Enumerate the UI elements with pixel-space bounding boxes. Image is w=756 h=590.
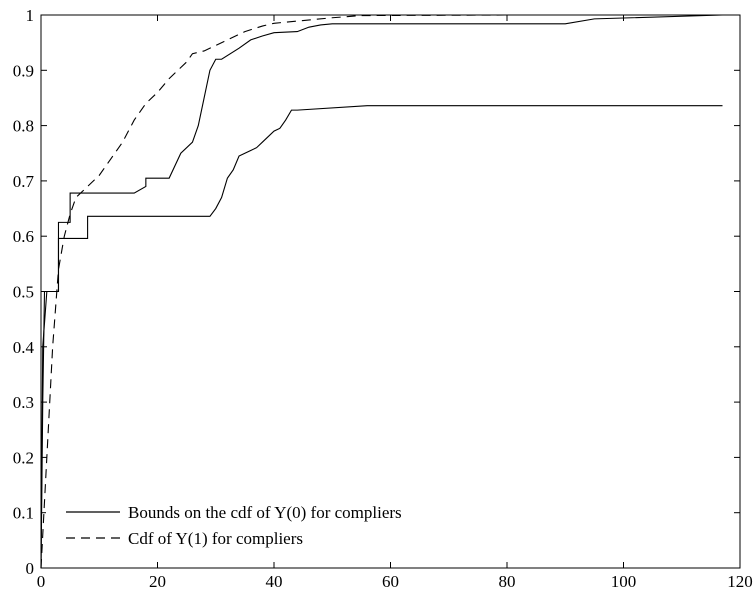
legend-label-cdf: Cdf of Y(1) for compliers <box>128 529 303 548</box>
y-tick-label: 0.3 <box>13 393 34 412</box>
series-lines <box>40 14 723 569</box>
x-tick-label: 20 <box>149 572 166 590</box>
y-tick-label: 0.5 <box>13 283 34 302</box>
axis-ticks <box>40 14 741 569</box>
legend-label-bounds: Bounds on the cdf of Y(0) for compliers <box>128 503 402 522</box>
tick-labels: 0 20 40 60 80 100 120 0 0.1 0.2 0.3 0.4 0.5 0.6 0.7 0.8… <box>13 6 753 590</box>
series-line-1 <box>40 14 723 569</box>
series-line-2 <box>40 105 723 569</box>
legend: Bounds on the cdf of Y(0) for compliers … <box>46 495 402 555</box>
x-tick-label: 100 <box>611 572 637 590</box>
y-tick-label: 0.8 <box>13 117 34 136</box>
y-tick-label: 0 <box>26 559 35 578</box>
x-tick-label: 0 <box>37 572 46 590</box>
x-tick-label: 60 <box>382 572 399 590</box>
x-tick-label: 40 <box>266 572 283 590</box>
x-tick-label: 120 <box>727 572 753 590</box>
y-tick-label: 0.9 <box>13 61 34 80</box>
y-tick-label: 0.1 <box>13 504 34 523</box>
y-tick-label: 1 <box>26 6 35 25</box>
x-tick-label: 80 <box>499 572 516 590</box>
series-line-3 <box>40 14 508 569</box>
y-tick-label: 0.2 <box>13 448 34 467</box>
legend-box <box>46 495 386 555</box>
y-tick-label: 0.4 <box>13 338 35 357</box>
y-tick-label: 0.7 <box>13 172 35 191</box>
y-tick-label: 0.6 <box>13 227 34 246</box>
